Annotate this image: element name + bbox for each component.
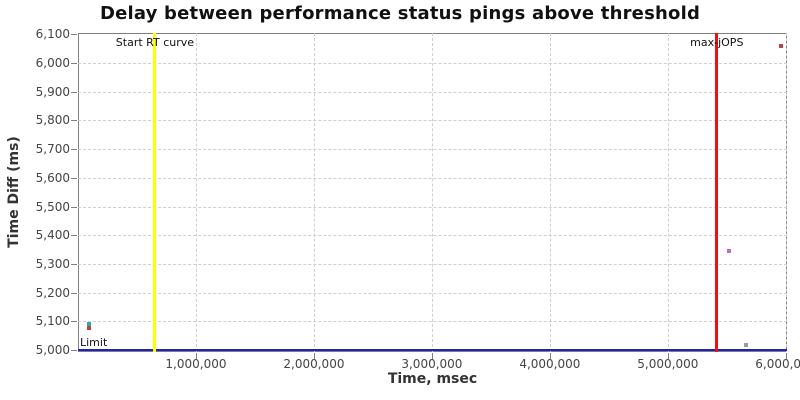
y-tick-label: 5,200 xyxy=(35,285,70,300)
x-tick-mark xyxy=(549,353,551,359)
y-tick-mark xyxy=(71,34,77,36)
y-tick-mark xyxy=(71,292,77,294)
y-tick-mark xyxy=(71,177,77,179)
start-rt-curve-line xyxy=(153,33,157,352)
y-tick-mark xyxy=(71,91,77,93)
y-tick-label: 5,900 xyxy=(35,84,70,99)
y-tick-mark xyxy=(71,321,77,323)
y-tick-mark xyxy=(71,120,77,122)
point-teal-left xyxy=(87,322,92,327)
x-tick-mark xyxy=(785,353,787,359)
y-tick-label: 5,000 xyxy=(35,342,70,357)
x-tick-label: 5,000,000 xyxy=(637,357,699,371)
max-jops-label: max-jOPS xyxy=(690,36,744,49)
y-tick-label: 5,100 xyxy=(35,314,70,329)
x-axis-title: Time, msec xyxy=(387,371,478,387)
y-tick-label: 5,600 xyxy=(35,170,70,185)
point-red-top-right xyxy=(779,43,784,48)
y-tick-label: 6,000 xyxy=(35,56,70,71)
point-magenta xyxy=(727,249,732,254)
limit-label: Limit xyxy=(80,335,108,349)
x-tick-mark xyxy=(431,353,433,359)
start-rt-curve-label: Start RT curve xyxy=(115,36,195,49)
y-tick-mark xyxy=(71,206,77,208)
x-gridline xyxy=(785,33,787,352)
x-tick-label: 6,000,000 xyxy=(755,357,800,371)
x-gridline xyxy=(667,33,669,352)
y-tick-mark xyxy=(71,149,77,151)
x-tick-mark xyxy=(313,353,315,359)
y-tick-mark xyxy=(71,235,77,237)
y-tick-label: 5,400 xyxy=(35,228,70,243)
y-tick-mark xyxy=(71,349,77,351)
x-tick-mark xyxy=(195,353,197,359)
point-gray xyxy=(743,342,748,347)
x-tick-mark xyxy=(667,353,669,359)
x-tick-label: 3,000,000 xyxy=(401,357,463,371)
chart-title: Delay between performance status pings a… xyxy=(99,3,701,24)
y-tick-label: 5,800 xyxy=(35,113,70,128)
y-tick-label: 5,700 xyxy=(35,142,70,157)
y-tick-mark xyxy=(71,263,77,265)
y-tick-label: 5,300 xyxy=(35,256,70,271)
y-tick-mark xyxy=(71,63,77,65)
x-gridline xyxy=(431,33,433,352)
x-tick-label: 2,000,000 xyxy=(283,357,345,371)
x-gridline xyxy=(195,33,197,352)
point-red-left xyxy=(87,326,92,331)
limit-line xyxy=(78,348,787,351)
x-gridline xyxy=(549,33,551,352)
x-tick-label: 1,000,000 xyxy=(165,357,227,371)
x-gridline xyxy=(313,33,315,352)
y-tick-label: 6,100 xyxy=(35,27,70,42)
max-jops-line xyxy=(715,33,719,352)
y-tick-label: 5,500 xyxy=(35,199,70,214)
x-tick-label: 4,000,000 xyxy=(519,357,581,371)
